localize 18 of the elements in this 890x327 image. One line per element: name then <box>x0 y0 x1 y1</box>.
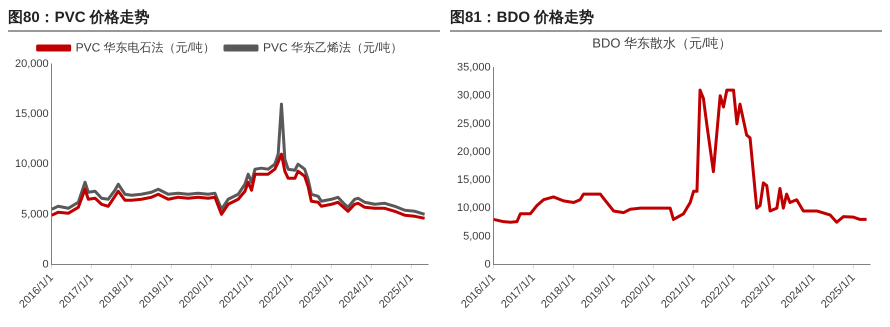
chart-subtitle: BDO 华东散水（元/吨） <box>592 35 732 50</box>
y-tick-label: 5,000 <box>463 230 491 242</box>
y-tick-label: 0 <box>484 258 491 270</box>
y-tick-label: 35,000 <box>456 62 491 74</box>
legend-label: PVC 华东乙烯法（元/吨） <box>263 40 402 54</box>
chart-title: 图80：PVC 价格走势 <box>8 8 440 32</box>
y-tick-label: 20,000 <box>14 58 49 70</box>
chart-title: 图81：BDO 价格走势 <box>450 8 882 32</box>
legend-label: PVC 华东电石法（元/吨） <box>76 40 215 54</box>
y-tick-label: 30,000 <box>456 90 491 102</box>
y-tick-label: 0 <box>42 258 49 270</box>
y-tick-label: 15,000 <box>456 174 491 186</box>
y-tick-label: 10,000 <box>14 158 49 170</box>
y-tick-label: 10,000 <box>456 202 491 214</box>
y-tick-label: 15,000 <box>14 108 49 120</box>
y-tick-label: 25,000 <box>456 118 491 130</box>
y-tick-label: 5,000 <box>21 208 49 220</box>
y-tick-label: 20,000 <box>456 146 491 158</box>
